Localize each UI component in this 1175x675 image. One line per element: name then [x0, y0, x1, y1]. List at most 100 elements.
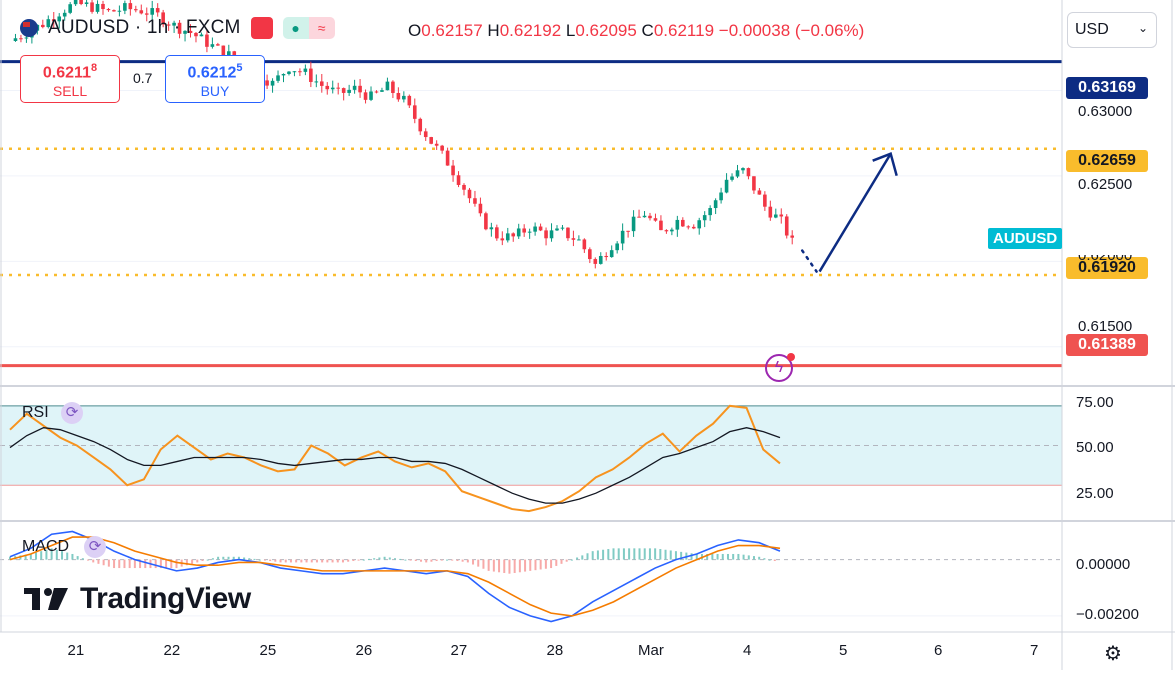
level-tag-lower[interactable]: 0.61920: [1066, 257, 1148, 279]
macd-histogram-bar: [341, 559, 344, 563]
macd-histogram-bar: [492, 559, 495, 572]
candle-body: [330, 87, 335, 90]
macd-histogram-bar: [404, 559, 407, 561]
macd-histogram-bar: [248, 558, 251, 560]
candle-body: [73, 0, 78, 5]
macd-histogram-bar: [752, 556, 755, 560]
flash-icon[interactable]: ϟ: [765, 353, 795, 382]
candle-body: [166, 24, 171, 26]
market-closed-icon[interactable]: [250, 17, 273, 39]
buy-button[interactable]: 0.62125 BUY: [165, 55, 265, 103]
symbol-header[interactable]: AUDUSD · 1h · FXCM ● ≈: [20, 17, 335, 39]
y-tick-label: 0.62000: [1078, 247, 1133, 264]
candle-body: [177, 22, 182, 34]
level-tag-upper[interactable]: 0.62659: [1066, 150, 1148, 172]
open-value: 0.62157: [421, 21, 483, 40]
macd-histogram-bar: [196, 559, 199, 563]
candle-body: [314, 81, 319, 83]
candle-body: [631, 216, 636, 232]
macd-histogram-bar: [487, 559, 490, 571]
symbol-title[interactable]: AUDUSD · 1h · FXCM: [48, 17, 241, 38]
rsi-line: [9, 404, 781, 513]
candle-body: [396, 92, 401, 100]
candle-body: [582, 239, 587, 250]
candle-body: [440, 145, 444, 151]
level-tag-bottom[interactable]: 0.61389: [1066, 334, 1148, 356]
settings-icon[interactable]: ⚙: [1104, 643, 1122, 665]
macd-histogram-bar: [513, 559, 516, 573]
low-value: 0.62095: [575, 21, 637, 40]
x-tick-label: 5: [839, 642, 848, 659]
candle-body: [101, 3, 105, 10]
price-pane: [0, 0, 1062, 368]
macd-histogram-bar: [29, 553, 32, 560]
candle-body: [484, 213, 488, 230]
candle-body: [205, 34, 209, 47]
currency-select[interactable]: USD ⌄: [1067, 12, 1157, 48]
buy-price: 0.6212: [187, 64, 237, 82]
macd-histogram-bar: [217, 556, 220, 560]
candle-body: [24, 37, 29, 39]
macd-histogram-bar: [425, 559, 428, 563]
macd-histogram-bar: [211, 558, 214, 560]
candle-body: [489, 227, 494, 230]
candle-body: [369, 91, 373, 100]
data-status-icon: ●: [282, 17, 309, 39]
chevron-down-icon: ⌄: [1137, 21, 1148, 35]
macd-histogram-bar: [347, 559, 350, 562]
x-tick-label: 7: [1030, 642, 1039, 659]
macd-label[interactable]: MACD: [22, 538, 70, 555]
macd-histogram-bar: [472, 559, 475, 565]
macd-histogram-bar: [414, 559, 417, 562]
candle-body: [746, 168, 751, 177]
status-pill[interactable]: ● ≈: [282, 17, 335, 39]
macd-histogram-bar: [373, 558, 376, 560]
candle-body: [128, 3, 133, 10]
macd-histogram-bar: [581, 555, 584, 560]
candle-body: [270, 80, 275, 86]
macd-histogram-bar: [61, 551, 64, 560]
candle-body: [161, 12, 165, 25]
candle-body: [675, 219, 680, 230]
tradingview-logo[interactable]: TradingView: [24, 582, 251, 616]
candle-body: [150, 8, 155, 15]
y-tick-label: 0.61500: [1078, 318, 1133, 335]
candle-body: [95, 3, 100, 12]
indicator-refresh-icon[interactable]: ⟳: [84, 536, 106, 558]
wave-icon: ≈: [308, 17, 335, 39]
candle-body: [544, 230, 548, 239]
macd-histogram-bar: [97, 559, 100, 564]
macd-histogram-bar: [659, 549, 662, 560]
macd-histogram-bar: [529, 559, 532, 571]
candle-body: [62, 12, 67, 17]
currency-value: USD: [1075, 21, 1109, 38]
candle-body: [637, 216, 641, 218]
macd-histogram-bar: [222, 556, 225, 560]
candle-body: [13, 38, 18, 41]
candle-body: [325, 85, 330, 90]
candle-body: [708, 208, 712, 216]
y-tick-label: 0.62500: [1078, 176, 1133, 193]
candle-body: [199, 34, 204, 37]
level-tag-top[interactable]: 0.63169: [1066, 77, 1148, 99]
macd-histogram-bar: [550, 559, 553, 569]
indicator-refresh-icon[interactable]: ⟳: [61, 402, 83, 424]
candle-body: [19, 38, 23, 40]
buy-price-pip: 5: [236, 62, 243, 74]
sell-button[interactable]: 0.62118 SELL: [20, 55, 120, 103]
candle-body: [347, 89, 351, 93]
macd-histogram-bar: [628, 548, 631, 560]
candle-body: [681, 219, 685, 227]
macd-histogram-bar: [555, 559, 558, 566]
macd-histogram-bar: [617, 548, 620, 560]
candle-body: [90, 2, 94, 12]
macd-histogram-bar: [706, 553, 709, 560]
candle-body: [670, 229, 674, 232]
candle-body: [221, 45, 226, 58]
candle-body: [730, 176, 734, 180]
candle-body: [210, 44, 215, 47]
candle-body: [172, 22, 176, 26]
candle-body: [598, 255, 603, 264]
rsi-label[interactable]: RSI: [22, 404, 49, 421]
